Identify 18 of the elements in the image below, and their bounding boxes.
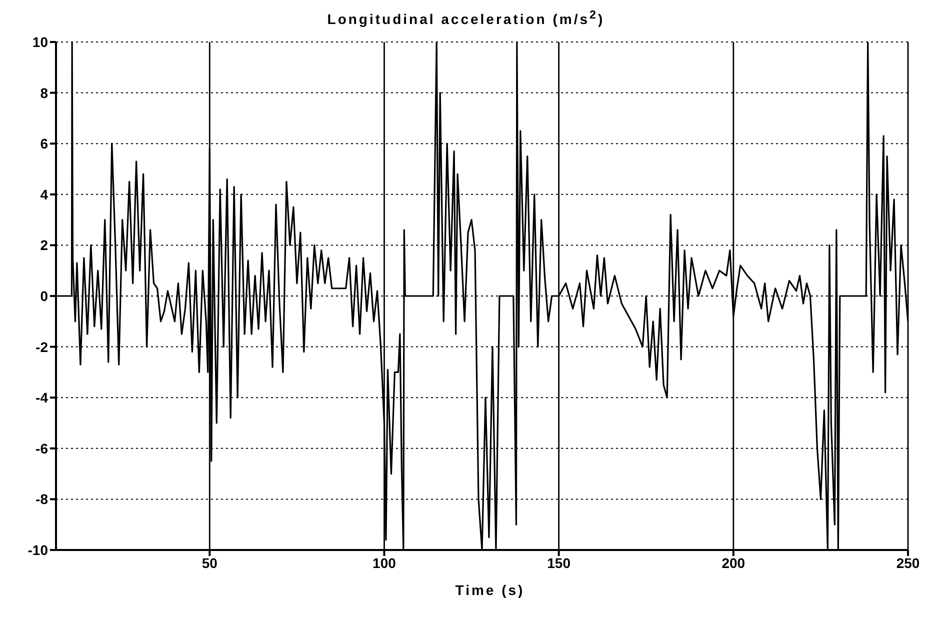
y-tick-label: -10 <box>28 542 48 558</box>
y-tick-label: 8 <box>40 84 48 101</box>
y-tick-label: 4 <box>40 186 48 202</box>
y-tick-label: -4 <box>36 390 48 406</box>
x-tick-label: 150 <box>547 554 571 571</box>
x-tick-label: 50 <box>202 554 218 571</box>
x-tick-label: 250 <box>896 554 920 571</box>
y-tick-label: 0 <box>40 288 48 304</box>
x-tick-label: 100 <box>372 554 396 571</box>
chart-title: Longitudinal acceleration (m/s$^{2}$) <box>327 8 605 27</box>
y-tick-label: -6 <box>36 440 48 456</box>
x-tick-label: 200 <box>722 554 746 571</box>
y-tick-label: -8 <box>36 491 48 508</box>
y-tick-label: 10 <box>32 34 48 50</box>
y-tick-label: -2 <box>36 338 48 355</box>
y-tick-label: 6 <box>40 136 48 152</box>
x-axis-title: Time (s) <box>455 582 525 598</box>
y-tick-label: 2 <box>40 237 48 254</box>
